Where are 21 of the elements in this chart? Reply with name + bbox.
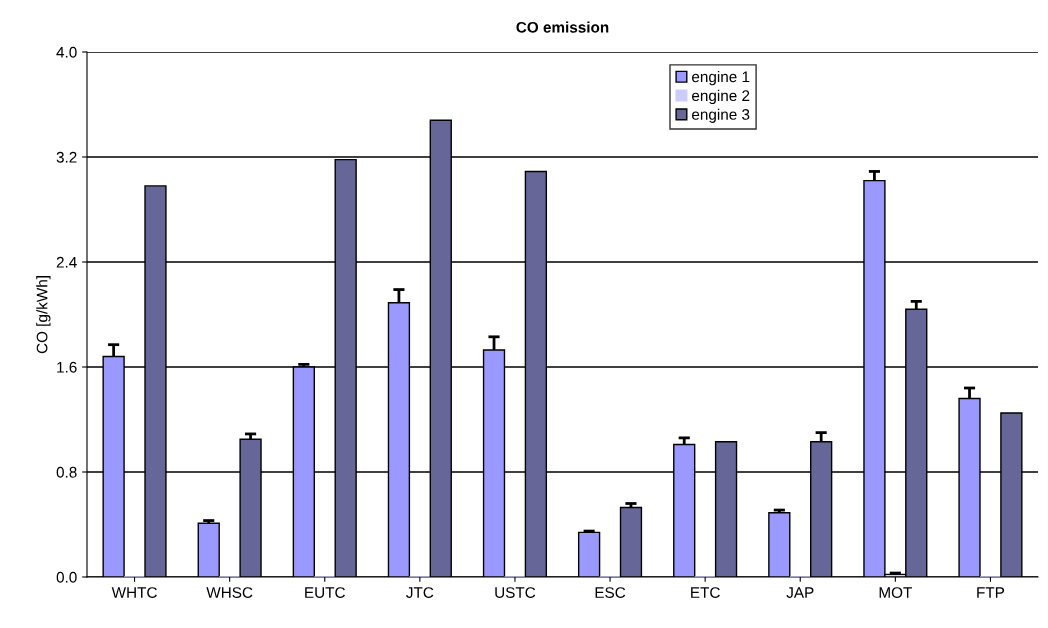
x-tick-label: JAP [786, 587, 814, 598]
x-tick-label: WHSC [206, 587, 253, 598]
x-tick-label: MOT [879, 587, 912, 598]
x-tick-label: ESC [595, 587, 626, 598]
x-tick-label: FTP [977, 587, 1005, 598]
legend-label: engine 3 [692, 108, 750, 123]
x-tick-label: JTC [406, 587, 434, 598]
x-tick-label: EUTC [305, 587, 345, 598]
legend-label: engine 2 [692, 89, 750, 105]
y-tick-label: 3.2 [56, 151, 77, 163]
legend-label: engine 1 [692, 71, 750, 86]
y-tick-label: 0.8 [56, 466, 77, 478]
y-tick-label: 2.4 [56, 256, 77, 268]
y-tick-label: 0.0 [56, 571, 77, 583]
x-tick-label: WHTC [111, 587, 157, 598]
y-tick-label: 4.0 [56, 46, 77, 58]
x-tick-label: ETC [691, 587, 720, 598]
chart-title: CO emission [516, 21, 609, 33]
x-tick-label: USTC [495, 587, 536, 598]
y-axis-title: CO [g/kWh] [36, 276, 51, 354]
y-tick-label: 1.6 [57, 361, 77, 373]
